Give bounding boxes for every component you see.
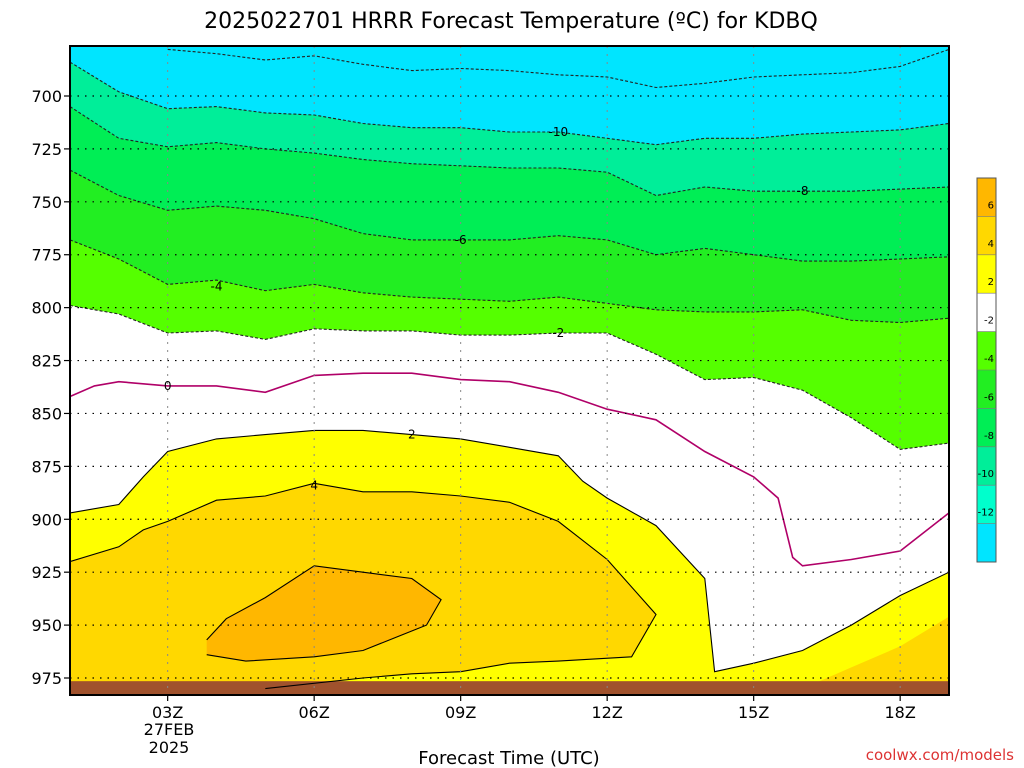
y-tick-900: 900 bbox=[31, 510, 62, 529]
plot-area: -10 -8 -6 -4 -2 0 2 4 bbox=[69, 45, 950, 696]
contour-label--6: -6 bbox=[455, 233, 467, 247]
colorbar-band-0 bbox=[977, 178, 996, 217]
y-tick-700: 700 bbox=[31, 87, 62, 106]
colorbar-label-3: -2 bbox=[984, 316, 994, 327]
colorbar-label-6: -8 bbox=[984, 431, 994, 442]
y-tick-800: 800 bbox=[31, 299, 62, 318]
contour--8 bbox=[70, 106, 949, 197]
y-tick-725: 725 bbox=[31, 140, 62, 159]
contour--6 bbox=[70, 169, 949, 262]
plot-frame bbox=[69, 45, 950, 696]
x-tick-12: 12Z bbox=[592, 703, 623, 722]
colorbar-label-8: -12 bbox=[978, 508, 994, 519]
colorbar-label-4: -4 bbox=[984, 354, 994, 365]
contour-6 bbox=[206, 565, 442, 662]
y-tick-950: 950 bbox=[31, 616, 62, 635]
contour-2 bbox=[70, 429, 949, 673]
contour-label-4: 4 bbox=[310, 478, 318, 492]
y-tick-850: 850 bbox=[31, 404, 62, 423]
fill-region-0 bbox=[206, 565, 442, 662]
contour-label--10: -10 bbox=[549, 125, 569, 139]
y-tick-925: 925 bbox=[31, 563, 62, 582]
contour--2 bbox=[70, 304, 949, 450]
colorbar-label-2: 2 bbox=[988, 277, 994, 288]
y-tick-825: 825 bbox=[31, 352, 62, 371]
contour--10 bbox=[70, 61, 949, 146]
colorbar-band-9 bbox=[977, 523, 996, 562]
x-tick-18: 18Z bbox=[885, 703, 916, 722]
contour-4 bbox=[70, 482, 657, 690]
credit-text: coolwx.com/models bbox=[866, 746, 1014, 764]
x-year-label: 2025 bbox=[149, 738, 190, 757]
contour-label-0: 0 bbox=[164, 379, 172, 393]
y-axis: 700 725 750 775 800 825 850 875 900 925 950 975 bbox=[31, 87, 70, 688]
x-tick-6: 06Z bbox=[299, 703, 330, 722]
contour-0 bbox=[70, 372, 949, 567]
x-axis: 03Z 06Z 09Z 12Z 15Z 18Z bbox=[152, 695, 916, 722]
x-tick-15: 15Z bbox=[738, 703, 769, 722]
colorbar-label-1: 4 bbox=[988, 239, 994, 250]
y-tick-775: 775 bbox=[31, 246, 62, 265]
colorbar-band-3 bbox=[977, 293, 996, 332]
contour-label--4: -4 bbox=[211, 279, 223, 293]
x-tick-3: 03Z bbox=[152, 703, 183, 722]
colorbar-band-1 bbox=[977, 216, 996, 255]
y-tick-975: 975 bbox=[31, 669, 62, 688]
contour--4 bbox=[70, 239, 949, 324]
contour-label--2: -2 bbox=[552, 326, 564, 340]
x-tick-9: 09Z bbox=[445, 703, 476, 722]
colorbar-label-7: -10 bbox=[978, 469, 994, 480]
y-tick-750: 750 bbox=[31, 193, 62, 212]
colorbar-band-5 bbox=[977, 370, 996, 409]
x-date-label: 27FEB bbox=[144, 720, 195, 739]
chart-title: 2025022701 HRRR Forecast Temperature (ºC… bbox=[204, 9, 818, 34]
y-tick-875: 875 bbox=[31, 457, 62, 476]
contour--12 bbox=[167, 48, 949, 89]
colorbar-band-7 bbox=[977, 446, 996, 486]
ground-surface bbox=[70, 681, 949, 695]
colorbar-label-5: -6 bbox=[984, 392, 994, 403]
colorbar-label-0: 6 bbox=[988, 200, 994, 211]
colorbar-band-8 bbox=[977, 485, 996, 524]
colorbar: 6 4 2 -2 -4 -6 -8 -10 -12 bbox=[976, 177, 997, 563]
fill-region-2 bbox=[802, 616, 949, 695]
colorbar-band-2 bbox=[977, 254, 996, 294]
colorbar-band-4 bbox=[977, 331, 996, 370]
contour-label--8: -8 bbox=[797, 184, 809, 198]
x-axis-label: Forecast Time (UTC) bbox=[418, 748, 599, 768]
colorbar-band-6 bbox=[977, 408, 996, 447]
contour-label-2: 2 bbox=[408, 428, 416, 442]
